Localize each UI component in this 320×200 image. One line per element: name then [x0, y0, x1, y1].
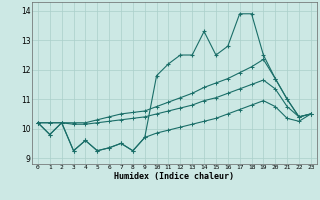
X-axis label: Humidex (Indice chaleur): Humidex (Indice chaleur): [115, 172, 234, 181]
